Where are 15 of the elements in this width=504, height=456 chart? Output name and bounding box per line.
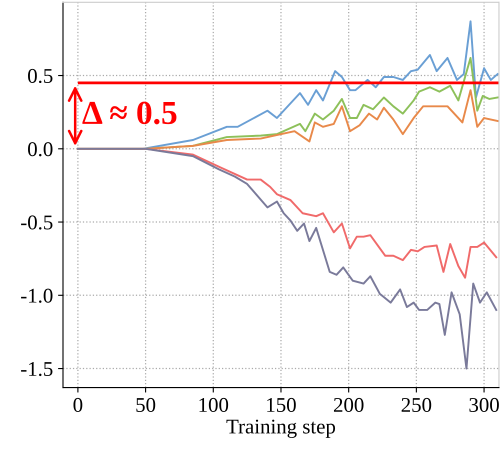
x-tick-label: 50 xyxy=(136,398,156,412)
y-tick-label: -1.5 xyxy=(21,362,52,376)
x-tick-label: 300 xyxy=(469,398,499,412)
y-tick-label: 0.5 xyxy=(28,68,52,84)
y-tick-label: -0.5 xyxy=(21,215,52,230)
x-tick-label: 0 xyxy=(73,398,82,412)
line-series xyxy=(76,148,498,370)
y-tick-label: 0.0 xyxy=(28,142,52,156)
annotation: Δ ≈ 0.5 xyxy=(82,102,176,124)
y-tick-label: -1.0 xyxy=(21,288,52,303)
x-tick-label: 250 xyxy=(402,398,432,412)
x-tick-label: 100 xyxy=(199,398,228,412)
x-axis-title: Training step xyxy=(226,420,336,438)
x-tick-label: 200 xyxy=(334,398,364,412)
x-tick-label: 150 xyxy=(267,398,296,412)
